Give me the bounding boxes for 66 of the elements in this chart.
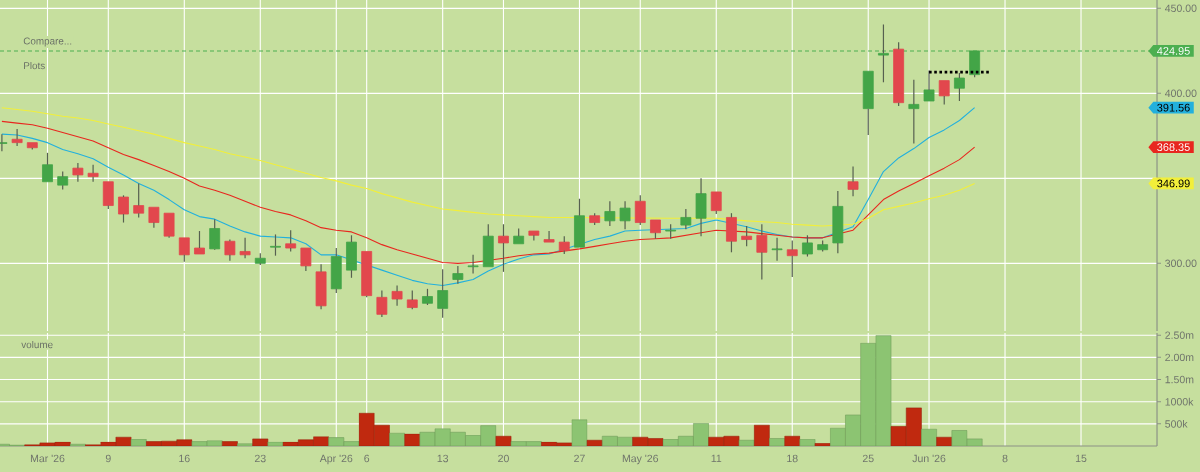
bar [769, 438, 785, 446]
y-tick-label: 500k [1165, 419, 1188, 428]
candlestick [695, 177, 707, 237]
candlestick [604, 200, 616, 227]
x-tick-label: Mar '26 [30, 454, 65, 463]
y-tick-label: 400.00 [1164, 89, 1197, 98]
candlestick [908, 79, 920, 145]
x-tick-label: 16 [179, 454, 190, 463]
candlestick [224, 238, 236, 262]
candlestick [467, 254, 479, 275]
candlestick [11, 128, 23, 147]
candlestick [923, 69, 935, 102]
x-tick-label: 15 [1075, 454, 1087, 463]
candlestick [118, 194, 129, 224]
candlestick [771, 237, 783, 262]
x-tick-label: 20 [498, 454, 509, 463]
candlestick [72, 162, 84, 183]
x-tick-label: 8 [1002, 454, 1008, 463]
candlestick [528, 230, 540, 241]
candlestick [619, 200, 631, 230]
x-tick-label: 27 [574, 454, 585, 463]
bar [936, 436, 953, 446]
y-tick-label: 300.00 [1165, 259, 1197, 268]
x-tick-label: 18 [787, 454, 798, 463]
y-tick-label: 1.50m [1165, 375, 1194, 384]
candlestick [300, 247, 312, 272]
candlestick [239, 237, 251, 259]
candlestick [847, 165, 859, 197]
y2-tick-label: 346.99 [1157, 179, 1190, 188]
candlestick [680, 208, 692, 230]
candlestick [148, 206, 160, 229]
text: volume [21, 340, 53, 349]
bar [586, 439, 603, 446]
bar [252, 438, 269, 446]
y-tick-label: 2.50m [1165, 331, 1194, 339]
candlestick [543, 230, 555, 243]
candlestick [163, 212, 175, 239]
y-tick-label: 2.00m [1165, 353, 1194, 362]
candlestick [87, 164, 99, 183]
line-series [1, 107, 976, 286]
x-tick-label: 25 [862, 454, 874, 463]
candlestick [452, 265, 464, 285]
y2-tick-label: 368.35 [1157, 143, 1190, 152]
bar [571, 419, 588, 446]
annotation: Plots [24, 61, 45, 70]
ref-line-label: 424.95 [1157, 47, 1190, 55]
y-tick-label: 1000k [1165, 397, 1194, 406]
x-tick-label: May '26 [622, 454, 659, 465]
bar [784, 435, 801, 446]
candlestick [437, 268, 449, 319]
candlestick [376, 289, 388, 318]
x-tick-label: Apr '26 [319, 454, 353, 465]
bar [130, 439, 147, 446]
x-tick-label: 23 [254, 454, 266, 463]
x-tick-label: 9 [105, 454, 111, 463]
x-tick-label: 13 [437, 454, 449, 463]
x-tick-label: 11 [711, 454, 722, 462]
candlestick [786, 239, 798, 278]
candlestick [315, 263, 327, 310]
y-tick-label: 450.00 [1164, 4, 1197, 13]
candlestick [391, 284, 403, 307]
x-tick-label: 6 [364, 454, 370, 463]
y2-tick-label: 391.56 [1157, 103, 1190, 112]
annotation: Compare... [23, 37, 72, 47]
candlestick [862, 70, 874, 136]
x-tick-label: Jun '26 [912, 454, 946, 463]
